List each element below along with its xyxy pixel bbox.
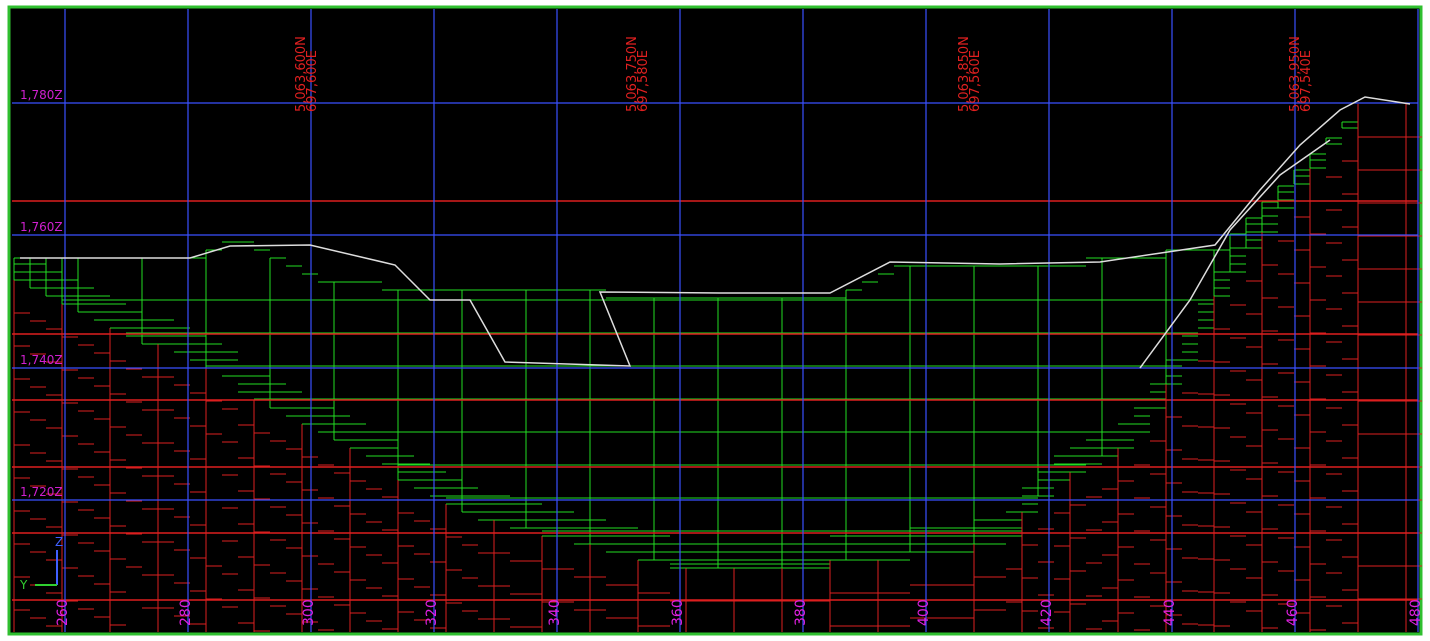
x-label: 400 (916, 599, 932, 626)
x-label: 380 (793, 599, 809, 626)
labels: 1,780Z 1,760Z 1,740Z 1,720Z 260 280 300 320… (20, 36, 1424, 626)
topography-line (20, 96, 1411, 367)
x-label: 280 (178, 599, 194, 626)
axis-triad: Z Y (19, 535, 63, 592)
x-label: 260 (55, 599, 71, 626)
section-east: 697,540E (1299, 50, 1314, 112)
section-east: 697,580E (636, 50, 651, 112)
x-label: 480 (1408, 599, 1424, 626)
z-axis-label: Z (55, 535, 63, 549)
section-east: 697,600E (305, 50, 320, 112)
section-north: 5,063,950N (1288, 36, 1303, 112)
grid (12, 9, 1419, 632)
z-label: 1,740Z (20, 353, 63, 367)
block-model (13, 104, 1422, 632)
x-label: 360 (670, 599, 686, 626)
x-label: 320 (424, 599, 440, 626)
section-north: 5,063,750N (625, 36, 640, 112)
x-label: 460 (1285, 599, 1301, 626)
x-label: 300 (301, 599, 317, 626)
x-label: 340 (547, 599, 563, 626)
z-label: 1,780Z (20, 88, 63, 102)
y-axis-label: Y (19, 578, 28, 592)
design-line (1139, 139, 1331, 369)
z-label: 1,720Z (20, 485, 63, 499)
section-east: 697,560E (968, 50, 983, 112)
section-north: 5,063,850N (957, 36, 972, 112)
x-label: 440 (1162, 599, 1178, 626)
viewport-frame (7, 5, 1423, 636)
section-north: 5,063,600N (294, 36, 309, 112)
x-label: 420 (1039, 599, 1055, 626)
z-label: 1,760Z (20, 220, 63, 234)
